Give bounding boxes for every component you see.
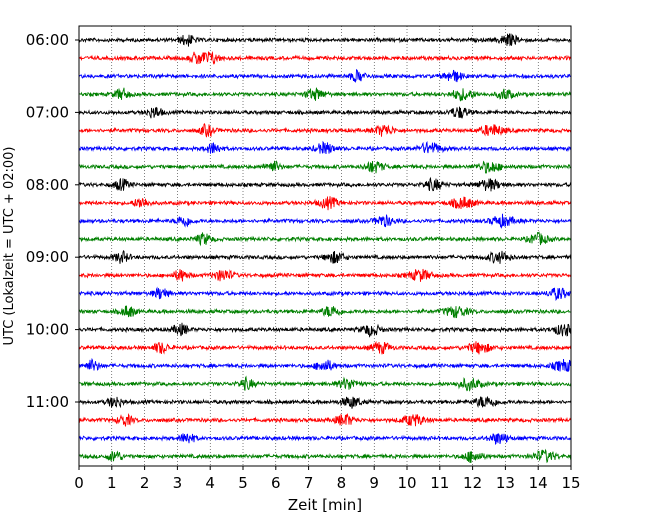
x-tick-label: 15 xyxy=(561,474,580,492)
y-tick-label: 09:00 xyxy=(26,248,69,266)
x-tick-label: 2 xyxy=(140,474,150,492)
x-tick-label: 3 xyxy=(173,474,183,492)
seismogram-trace xyxy=(78,123,572,138)
y-tick-label: 07:00 xyxy=(26,103,69,121)
y-axis-label: UTC (Lokalzeit = UTC + 02:00) xyxy=(2,147,17,346)
x-tick-label: 0 xyxy=(74,474,84,492)
y-tick-label: 08:00 xyxy=(26,176,69,194)
x-tick-label: 13 xyxy=(496,474,515,492)
x-tick-label: 5 xyxy=(238,474,248,492)
x-tick-label: 10 xyxy=(397,474,416,492)
seismogram-trace xyxy=(78,375,572,392)
seismogram-trace xyxy=(78,268,572,282)
x-tick-label: 9 xyxy=(369,474,379,492)
seismogram-trace xyxy=(78,305,572,319)
seismogram-trace xyxy=(78,340,572,355)
x-axis-label: Zeit [min] xyxy=(288,496,362,514)
x-tick-label: 14 xyxy=(529,474,548,492)
seismogram-trace xyxy=(78,250,572,264)
seismogram-trace xyxy=(78,176,572,192)
x-tick-label: 8 xyxy=(337,474,347,492)
seismogram-trace xyxy=(78,140,572,155)
x-tick-label: 11 xyxy=(430,474,449,492)
x-tick-label: 4 xyxy=(205,474,215,492)
seismogram-trace xyxy=(78,231,572,247)
seismogram-trace xyxy=(78,286,572,302)
seismogram-trace xyxy=(79,87,572,102)
y-tick-label: 06:00 xyxy=(26,31,69,49)
seismogram-trace xyxy=(78,412,572,427)
seismogram-trace xyxy=(78,357,572,372)
seismogram-trace xyxy=(78,33,572,47)
seismogram-trace xyxy=(78,68,572,84)
grid-lines xyxy=(111,26,539,466)
seismogram-trace xyxy=(78,448,572,464)
y-axis-ticks: 06:00 07:00 08:00 09:00 10:00 11:00 xyxy=(26,31,79,411)
seismogram-trace xyxy=(78,106,572,119)
seismogram-trace xyxy=(78,160,572,174)
y-tick-label: 11:00 xyxy=(26,393,69,411)
plot-frame xyxy=(78,25,572,467)
x-tick-label: 7 xyxy=(304,474,314,492)
seismogram-trace xyxy=(78,433,572,445)
seismogram-trace xyxy=(78,396,572,409)
x-tick-label: 12 xyxy=(463,474,482,492)
seismogram-trace xyxy=(78,322,572,338)
y-tick-label: 10:00 xyxy=(26,321,69,339)
trace-series xyxy=(78,33,572,464)
x-tick-label: 1 xyxy=(107,474,117,492)
seismogram-trace xyxy=(78,213,572,229)
x-tick-label: 6 xyxy=(271,474,281,492)
seismogram-trace xyxy=(78,50,572,65)
seismogram-trace xyxy=(78,196,572,211)
x-axis-ticks: 0 1 2 3 4 5 6 7 8 9 10 11 12 13 14 15 xyxy=(74,466,581,492)
